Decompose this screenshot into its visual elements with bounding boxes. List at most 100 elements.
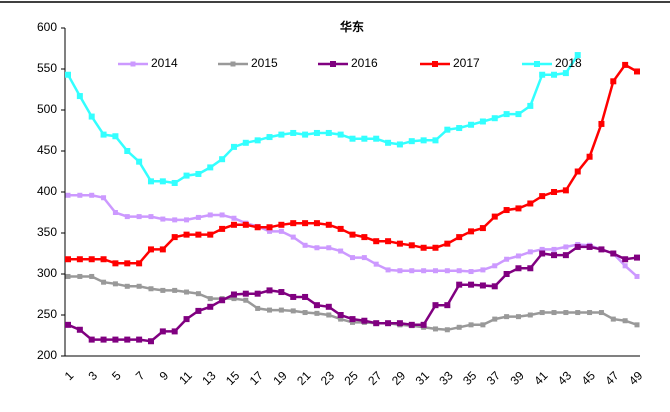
- point-marker: [278, 228, 284, 234]
- point-marker: [207, 212, 213, 218]
- point-marker: [184, 217, 190, 223]
- point-marker: [574, 52, 581, 59]
- point-marker: [325, 129, 332, 136]
- x-tick-label: 9: [157, 368, 172, 383]
- point-marker: [527, 265, 534, 272]
- point-marker: [432, 244, 439, 251]
- legend-label: 2018: [555, 56, 582, 70]
- point-marker: [456, 234, 463, 241]
- point-marker: [207, 303, 214, 310]
- point-marker: [563, 310, 569, 316]
- point-marker: [100, 131, 107, 138]
- point-marker: [515, 314, 521, 320]
- point-marker: [124, 283, 130, 289]
- point-marker: [160, 216, 166, 222]
- point-marker: [243, 297, 249, 303]
- point-marker: [254, 224, 261, 231]
- point-marker: [479, 282, 486, 289]
- point-marker: [254, 290, 261, 297]
- legend-marker: [330, 61, 336, 67]
- point-marker: [373, 135, 380, 142]
- point-marker: [504, 314, 510, 320]
- point-marker: [314, 310, 320, 316]
- point-marker: [290, 308, 296, 314]
- point-marker: [420, 321, 427, 328]
- point-marker: [337, 131, 344, 138]
- point-marker: [456, 324, 462, 330]
- point-marker: [420, 137, 427, 144]
- point-marker: [313, 220, 320, 227]
- x-tick-label: 23: [318, 368, 338, 388]
- point-marker: [278, 307, 284, 313]
- point-marker: [219, 156, 226, 163]
- point-marker: [266, 224, 273, 231]
- point-marker: [408, 242, 415, 249]
- point-marker: [302, 220, 309, 227]
- point-marker: [350, 255, 355, 261]
- point-marker: [421, 268, 427, 274]
- y-tick-label: 300: [37, 266, 57, 280]
- point-marker: [101, 279, 107, 285]
- point-marker: [562, 70, 569, 77]
- point-marker: [326, 312, 332, 318]
- point-marker: [586, 243, 593, 250]
- legend-label: 2017: [453, 56, 480, 70]
- point-marker: [551, 252, 558, 259]
- point-marker: [230, 291, 237, 298]
- point-marker: [527, 312, 533, 318]
- point-marker: [373, 320, 380, 327]
- y-tick-label: 350: [37, 225, 57, 239]
- point-marker: [195, 214, 201, 220]
- point-marker: [230, 143, 237, 150]
- point-marker: [326, 245, 332, 251]
- point-marker: [444, 302, 451, 309]
- point-marker: [444, 126, 451, 133]
- point-marker: [136, 214, 142, 220]
- point-marker: [563, 244, 569, 250]
- point-marker: [515, 253, 521, 259]
- point-marker: [242, 290, 249, 297]
- y-tick-label: 600: [37, 20, 57, 34]
- point-marker: [255, 305, 261, 311]
- point-marker: [539, 310, 545, 316]
- point-marker: [634, 273, 640, 279]
- point-marker: [634, 68, 640, 75]
- point-marker: [136, 283, 142, 289]
- x-tick-label: 21: [294, 368, 314, 388]
- x-tick-label: 1: [62, 368, 77, 383]
- point-marker: [76, 326, 83, 333]
- point-marker: [598, 246, 605, 253]
- point-marker: [207, 164, 214, 171]
- point-marker: [515, 265, 522, 272]
- point-marker: [313, 302, 320, 309]
- point-marker: [266, 287, 273, 294]
- point-marker: [562, 187, 569, 194]
- point-marker: [503, 111, 510, 118]
- y-tick-label: 250: [37, 307, 57, 321]
- point-marker: [314, 245, 320, 251]
- point-marker: [622, 263, 628, 269]
- point-marker: [396, 141, 403, 148]
- point-marker: [290, 129, 297, 136]
- point-marker: [491, 283, 498, 290]
- point-marker: [491, 115, 498, 122]
- point-marker: [183, 231, 190, 238]
- point-marker: [539, 246, 545, 252]
- point-marker: [124, 260, 131, 267]
- point-marker: [159, 328, 166, 335]
- x-tick-label: 27: [365, 368, 385, 388]
- point-marker: [207, 296, 213, 302]
- point-marker: [574, 168, 581, 175]
- point-marker: [468, 281, 475, 288]
- point-marker: [195, 231, 202, 238]
- point-marker: [100, 256, 107, 263]
- point-marker: [231, 215, 237, 221]
- point-marker: [183, 172, 190, 179]
- point-marker: [349, 316, 356, 323]
- point-marker: [634, 322, 640, 328]
- point-marker: [124, 214, 130, 220]
- point-marker: [338, 248, 344, 254]
- point-marker: [610, 250, 617, 257]
- point-marker: [504, 256, 510, 262]
- y-tick-label: 400: [37, 184, 57, 198]
